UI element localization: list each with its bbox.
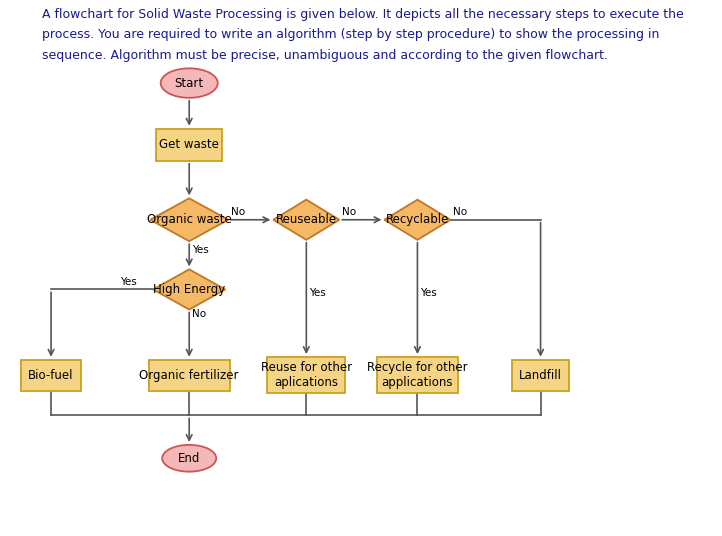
Text: No: No xyxy=(231,207,245,217)
Text: Start: Start xyxy=(175,77,204,90)
Text: Recycle for other
applications: Recycle for other applications xyxy=(367,361,468,389)
Text: Get waste: Get waste xyxy=(160,138,219,151)
Polygon shape xyxy=(384,200,451,240)
Text: Reuseable: Reuseable xyxy=(276,213,337,226)
Text: sequence. Algorithm must be precise, unambiguous and according to the given flow: sequence. Algorithm must be precise, una… xyxy=(42,49,608,62)
Ellipse shape xyxy=(161,69,218,98)
Text: A flowchart for Solid Waste Processing is given below. It depicts all the necess: A flowchart for Solid Waste Processing i… xyxy=(42,8,684,21)
Text: Yes: Yes xyxy=(420,288,438,299)
Text: High Energy: High Energy xyxy=(153,283,225,296)
Text: Organic waste: Organic waste xyxy=(147,213,232,226)
Text: Yes: Yes xyxy=(192,245,209,255)
FancyBboxPatch shape xyxy=(377,357,458,393)
Text: No: No xyxy=(192,309,206,319)
Text: Reuse for other
aplications: Reuse for other aplications xyxy=(261,361,352,389)
FancyBboxPatch shape xyxy=(149,360,230,391)
FancyBboxPatch shape xyxy=(512,360,569,391)
Polygon shape xyxy=(274,200,339,240)
Text: End: End xyxy=(178,452,201,465)
Text: No: No xyxy=(453,207,468,217)
Text: Recyclable: Recyclable xyxy=(386,213,449,226)
Text: Organic fertilizer: Organic fertilizer xyxy=(139,369,239,382)
Text: Yes: Yes xyxy=(120,277,137,287)
FancyBboxPatch shape xyxy=(21,360,81,391)
Text: Yes: Yes xyxy=(309,288,326,299)
Text: process. You are required to write an algorithm (step by step procedure) to show: process. You are required to write an al… xyxy=(42,28,659,41)
Polygon shape xyxy=(150,198,228,241)
Polygon shape xyxy=(153,269,225,309)
Text: Landfill: Landfill xyxy=(519,369,562,382)
Text: Bio-fuel: Bio-fuel xyxy=(28,369,74,382)
FancyBboxPatch shape xyxy=(267,357,345,393)
Ellipse shape xyxy=(162,445,216,472)
Text: No: No xyxy=(342,207,357,217)
FancyBboxPatch shape xyxy=(156,129,222,161)
